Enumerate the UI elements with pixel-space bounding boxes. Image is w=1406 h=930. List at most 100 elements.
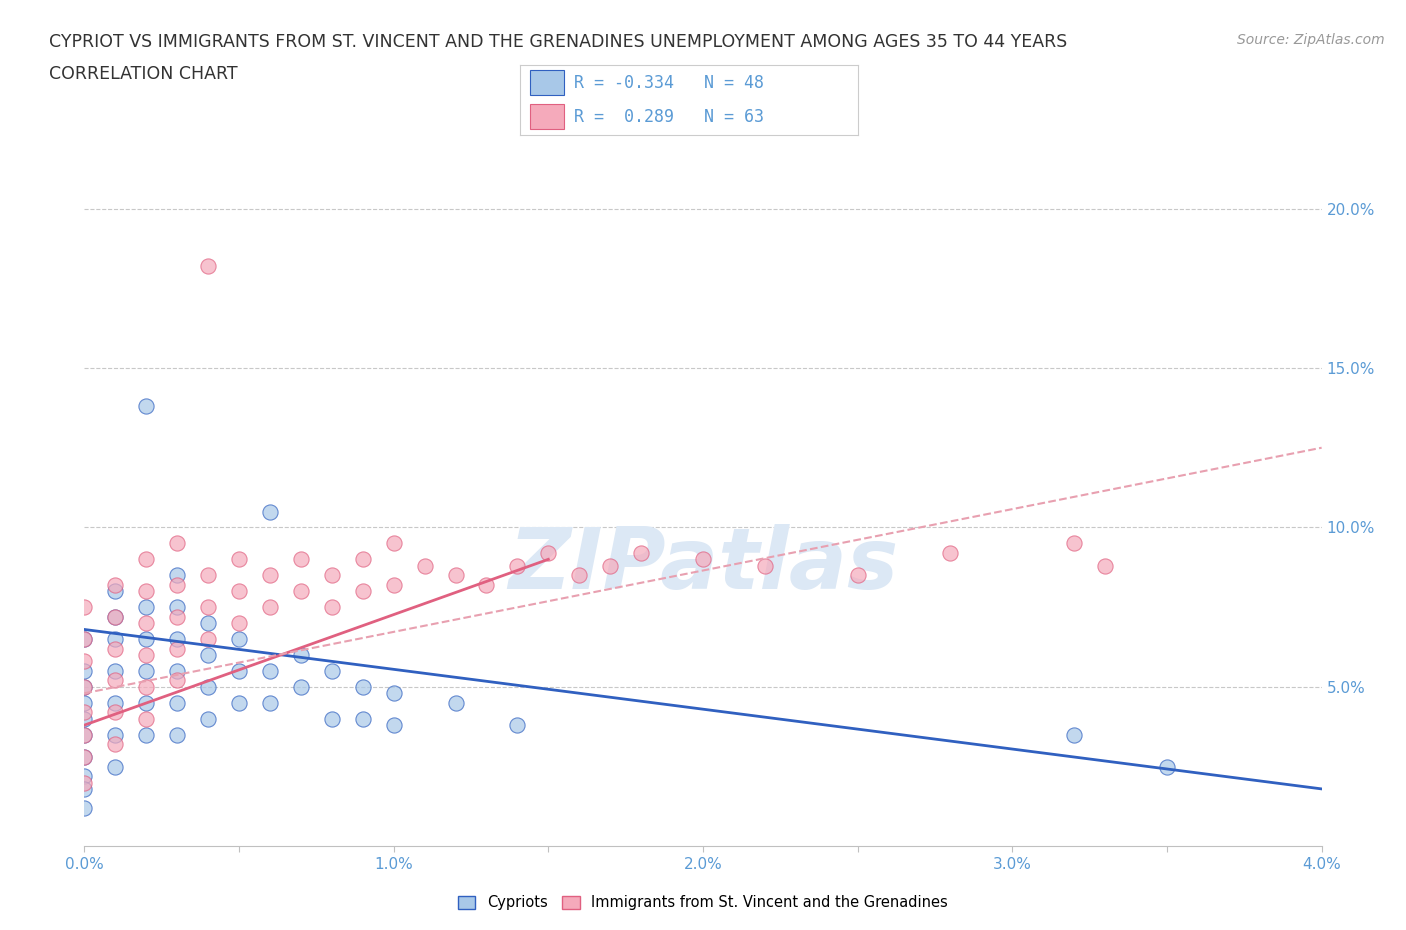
Point — [73, 680, 96, 695]
Point — [228, 631, 250, 646]
Point — [73, 769, 96, 784]
Point — [135, 647, 157, 662]
Text: CORRELATION CHART: CORRELATION CHART — [49, 65, 238, 83]
Point — [1094, 558, 1116, 573]
Point — [73, 711, 96, 726]
Point — [166, 641, 188, 656]
Point — [290, 551, 312, 566]
Point — [166, 600, 188, 615]
Point — [166, 578, 188, 592]
Point — [290, 680, 312, 695]
Text: ZIPatlas: ZIPatlas — [508, 524, 898, 606]
Point — [692, 551, 714, 566]
Bar — [530, 70, 564, 95]
Point — [259, 504, 281, 519]
Point — [475, 578, 498, 592]
Point — [197, 616, 219, 631]
Point — [73, 600, 96, 615]
Point — [1156, 759, 1178, 774]
Point — [104, 673, 127, 688]
Point — [166, 568, 188, 583]
Text: R =  0.289   N = 63: R = 0.289 N = 63 — [574, 108, 765, 126]
Point — [73, 750, 96, 764]
Point — [197, 711, 219, 726]
Point — [73, 781, 96, 796]
Point — [228, 696, 250, 711]
Text: CYPRIOT VS IMMIGRANTS FROM ST. VINCENT AND THE GRENADINES UNEMPLOYMENT AMONG AGE: CYPRIOT VS IMMIGRANTS FROM ST. VINCENT A… — [49, 33, 1067, 50]
Point — [104, 631, 127, 646]
Point — [104, 737, 127, 751]
Point — [1063, 536, 1085, 551]
Point — [352, 711, 374, 726]
Point — [197, 259, 219, 273]
Point — [104, 609, 127, 624]
Point — [259, 568, 281, 583]
Point — [506, 718, 529, 733]
Point — [754, 558, 776, 573]
Point — [135, 584, 157, 599]
Bar — [530, 104, 564, 129]
Point — [1063, 727, 1085, 742]
Point — [135, 680, 157, 695]
Point — [290, 584, 312, 599]
Point — [135, 663, 157, 678]
Point — [135, 551, 157, 566]
Point — [135, 631, 157, 646]
Point — [73, 727, 96, 742]
Point — [197, 568, 219, 583]
Point — [321, 568, 343, 583]
Point — [135, 711, 157, 726]
Point — [166, 663, 188, 678]
Point — [73, 696, 96, 711]
Point — [73, 631, 96, 646]
Point — [197, 631, 219, 646]
Point — [166, 536, 188, 551]
Point — [444, 696, 467, 711]
Text: Source: ZipAtlas.com: Source: ZipAtlas.com — [1237, 33, 1385, 46]
Point — [166, 631, 188, 646]
Point — [104, 584, 127, 599]
Point — [104, 609, 127, 624]
Point — [166, 673, 188, 688]
Point — [104, 663, 127, 678]
Point — [444, 568, 467, 583]
Point — [382, 536, 405, 551]
Point — [228, 616, 250, 631]
Point — [568, 568, 591, 583]
Point — [846, 568, 869, 583]
Point — [382, 685, 405, 700]
Point — [506, 558, 529, 573]
Point — [197, 600, 219, 615]
Legend: Cypriots, Immigrants from St. Vincent and the Grenadines: Cypriots, Immigrants from St. Vincent an… — [451, 889, 955, 916]
Point — [73, 750, 96, 764]
Point — [73, 663, 96, 678]
Point — [135, 600, 157, 615]
Point — [290, 647, 312, 662]
Point — [939, 546, 962, 561]
Point — [259, 663, 281, 678]
Point — [73, 654, 96, 669]
Point — [135, 399, 157, 414]
Point — [73, 705, 96, 720]
Point — [382, 718, 405, 733]
Point — [197, 647, 219, 662]
Point — [166, 696, 188, 711]
Point — [73, 727, 96, 742]
Point — [352, 551, 374, 566]
Point — [104, 727, 127, 742]
Point — [321, 663, 343, 678]
Point — [135, 696, 157, 711]
Point — [382, 578, 405, 592]
Text: R = -0.334   N = 48: R = -0.334 N = 48 — [574, 73, 765, 91]
Point — [73, 801, 96, 816]
Point — [259, 600, 281, 615]
Point — [197, 680, 219, 695]
Point — [321, 600, 343, 615]
Point — [104, 578, 127, 592]
Point — [352, 680, 374, 695]
Point — [73, 775, 96, 790]
Point — [228, 584, 250, 599]
Point — [413, 558, 436, 573]
Point — [73, 680, 96, 695]
Point — [135, 616, 157, 631]
